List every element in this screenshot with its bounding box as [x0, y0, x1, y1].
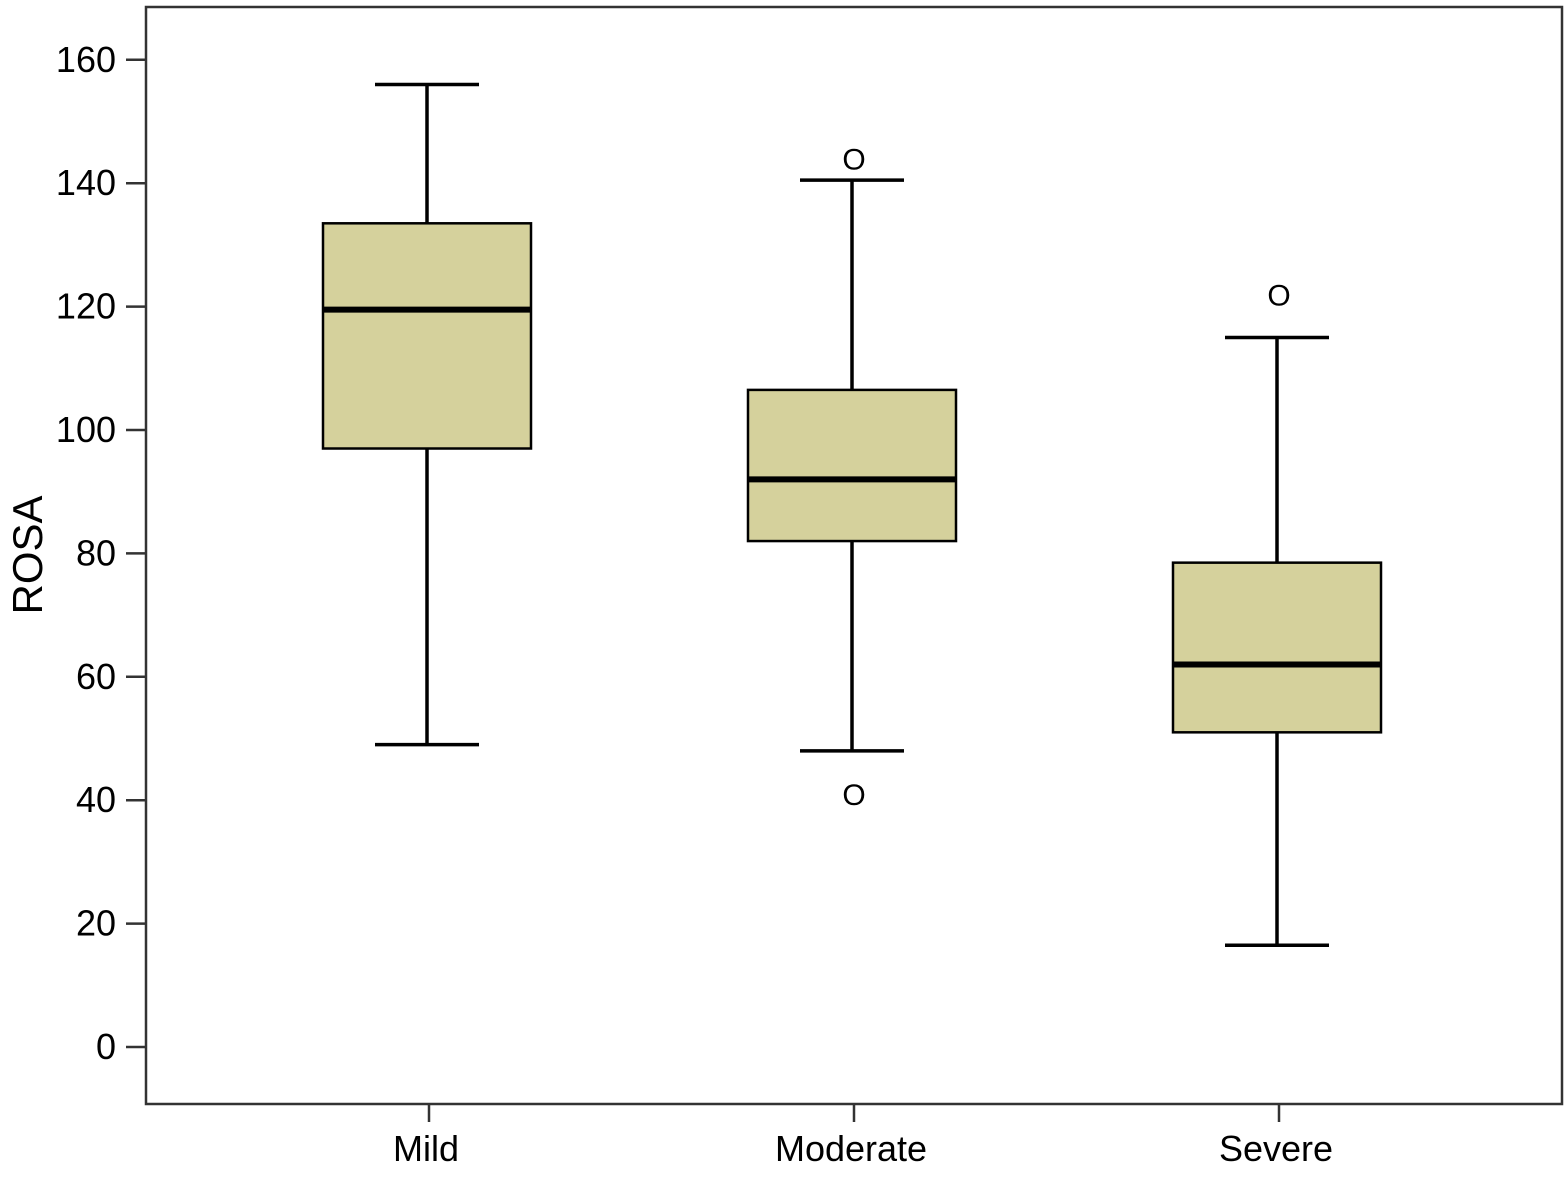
x-tick-label: Moderate [775, 1128, 927, 1169]
outlier-marker: O [1267, 279, 1290, 312]
x-tick-label: Severe [1219, 1128, 1333, 1169]
boxes: OOO [321, 82, 1383, 947]
plot-frame [144, 5, 1564, 1106]
box-mild [321, 82, 533, 747]
y-tick-label: 80 [76, 532, 116, 573]
y-tick-label: 120 [56, 286, 116, 327]
x-tick-label: Mild [393, 1128, 459, 1169]
y-tick-label: 160 [56, 39, 116, 80]
iqr-box [1171, 561, 1383, 734]
y-tick-label: 40 [76, 779, 116, 820]
y-tick-label: 100 [56, 409, 116, 450]
box-severe: O [1171, 279, 1383, 947]
y-tick-label: 0 [96, 1026, 116, 1067]
iqr-box [746, 388, 958, 543]
outlier-marker: O [842, 144, 865, 177]
x-axis: Mild Moderate Severe [393, 1104, 1333, 1169]
y-tick-label: 60 [76, 656, 116, 697]
outlier-marker: O [842, 779, 865, 812]
box-moderate: OO [746, 144, 958, 812]
y-axis-title: ROSA [4, 495, 51, 614]
y-axis: 0 20 40 60 80 100 120 140 160 [56, 39, 146, 1067]
y-tick-label: 140 [56, 162, 116, 203]
iqr-box [321, 222, 533, 450]
y-tick-label: 20 [76, 903, 116, 944]
